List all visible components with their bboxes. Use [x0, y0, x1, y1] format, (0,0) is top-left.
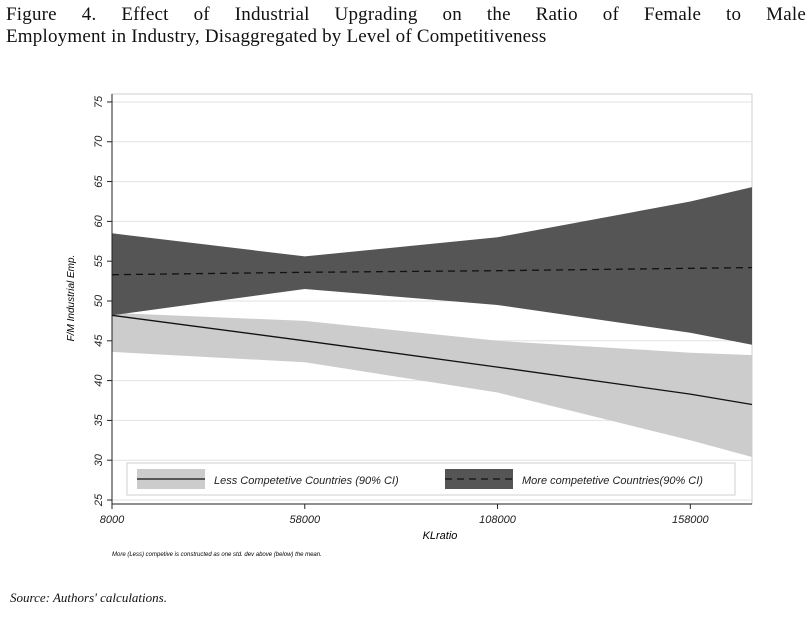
legend: Less Competetive Countries (90% CI) More …: [126, 462, 736, 496]
fitted-line-less: [111, 314, 753, 406]
confidence-bands: [112, 187, 752, 457]
legend-label-less: Less Competetive Countries (90% CI): [214, 475, 399, 487]
y-tick-label: 45: [93, 334, 105, 347]
x-tick-label: 8000: [100, 514, 125, 526]
x-axis-label: KLratio: [423, 530, 458, 542]
legend-label-more: More competetive Countries(90% CI): [522, 475, 703, 487]
legend-box: [126, 462, 736, 496]
y-tick-label: 65: [93, 175, 105, 188]
y-tick-label: 55: [93, 254, 105, 267]
x-tick-label: 108000: [479, 514, 517, 526]
figure-title: Figure 4. Effect of Industrial Upgrading…: [6, 4, 806, 48]
fitted-line-more: [111, 266, 753, 276]
axes: 25 30 35 40 45 50 55 60 65 70 75 8000 58000 108000 158…: [93, 94, 752, 526]
x-tick-label: 158000: [672, 514, 710, 526]
y-tick-label: 60: [93, 214, 105, 227]
figure-title-line-2: Employment in Industry, Disaggregated by…: [6, 26, 547, 47]
y-tick-label: 30: [93, 453, 105, 466]
source-note: Source: Authors' calculations.: [10, 590, 167, 605]
confidence-band-less: [112, 312, 752, 457]
fitted-lines: [111, 266, 753, 406]
confidence-band-more: [112, 187, 752, 345]
chart-note: More (Less) competive is constructed as …: [112, 552, 322, 558]
legend-swatch-more: [445, 469, 513, 489]
y-tick-label: 50: [93, 294, 105, 307]
y-axis-label: F/M Industrial Emp.: [66, 255, 77, 342]
y-tick-label: 25: [93, 493, 105, 507]
figure-title-line-1: Figure 4. Effect of Industrial Upgrading…: [6, 4, 806, 25]
y-tick-label: 40: [93, 374, 105, 387]
x-tick-label: 58000: [289, 514, 320, 526]
y-tick-label: 75: [93, 95, 105, 108]
y-tick-label: 70: [93, 135, 105, 148]
y-tick-label: 35: [93, 413, 105, 426]
